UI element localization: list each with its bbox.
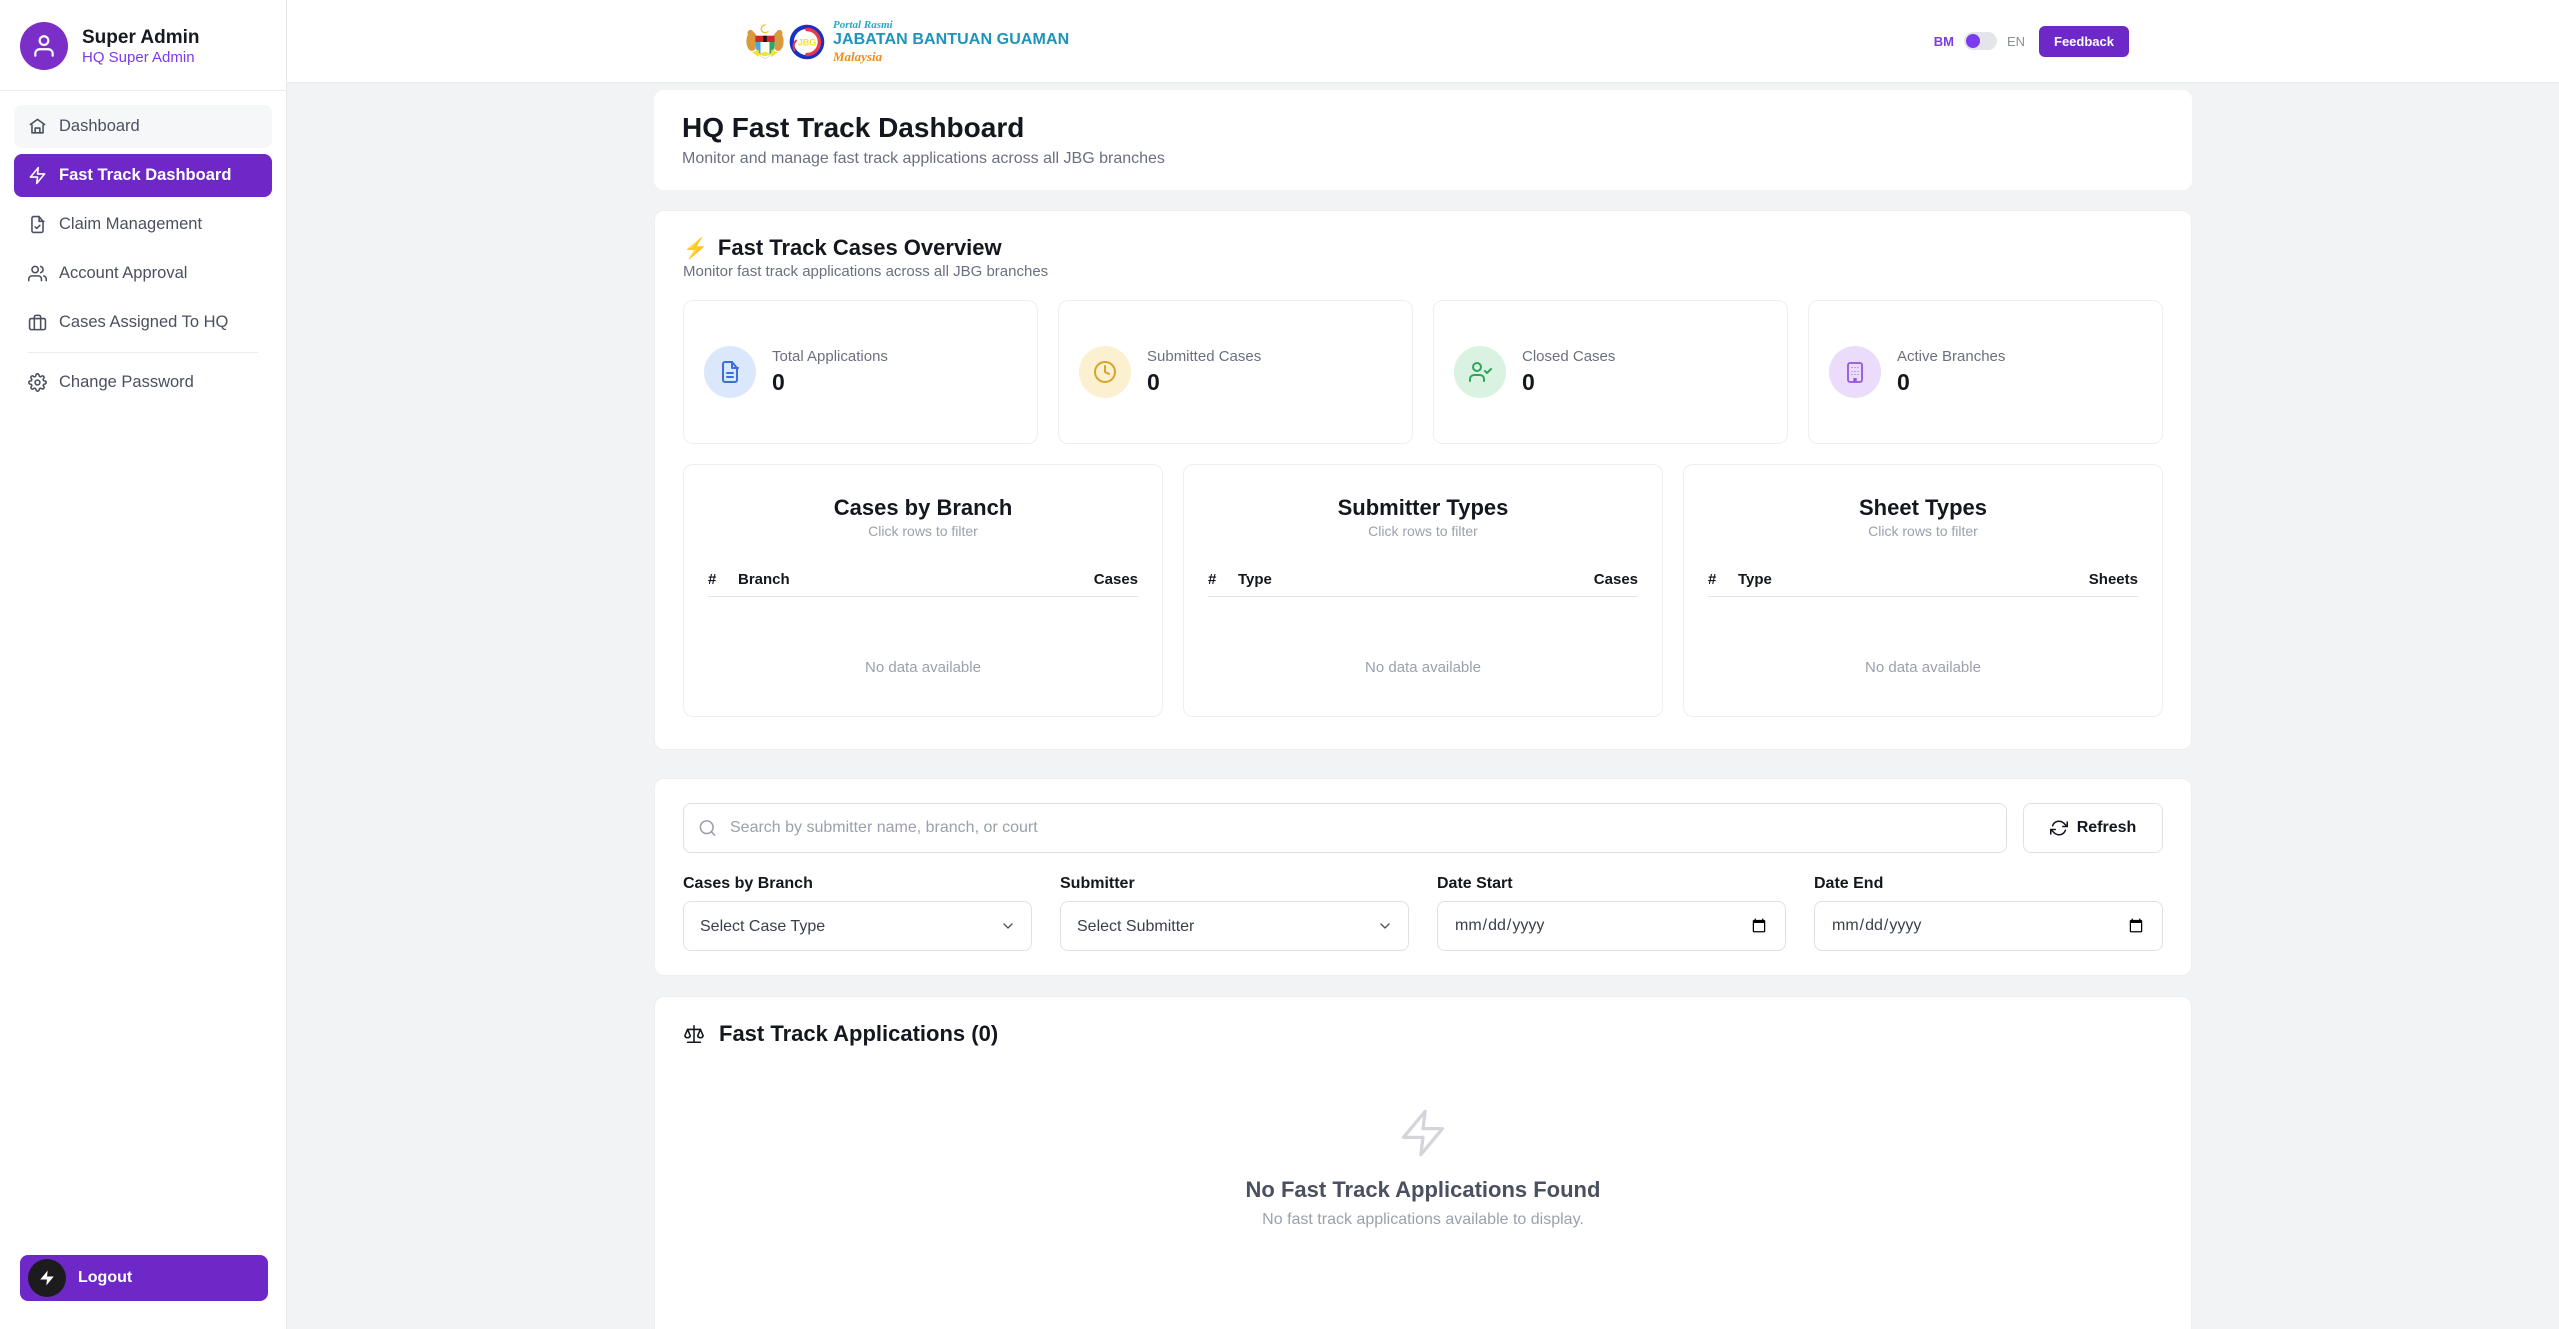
svg-text:JBG: JBG	[798, 37, 817, 47]
